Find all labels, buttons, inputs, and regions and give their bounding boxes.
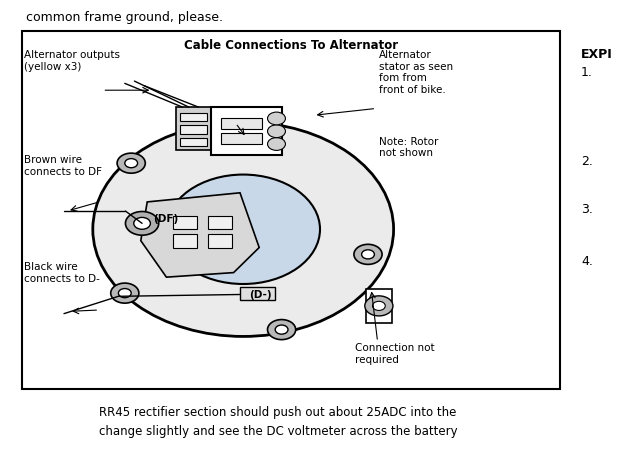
Text: EXPI: EXPI [581,48,613,61]
Text: Black wire
connects to D-: Black wire connects to D- [24,262,100,283]
Text: Note: Rotor
not shown: Note: Rotor not shown [379,136,438,158]
Bar [180,138,207,147]
Text: 4.: 4. [581,255,593,268]
Text: Alternator
stator as seen
fom from
front of bike.: Alternator stator as seen fom from front… [379,50,453,95]
Bar [221,133,262,144]
Circle shape [125,212,159,236]
Circle shape [268,113,285,126]
Circle shape [365,296,393,316]
Text: change slightly and see the DC voltmeter across the battery: change slightly and see the DC voltmeter… [99,424,458,437]
Bar [211,108,282,156]
Circle shape [268,320,296,340]
Text: (D-): (D-) [250,289,272,299]
Circle shape [362,250,374,259]
Text: RR45 rectifier section should push out about 25ADC into the: RR45 rectifier section should push out a… [99,405,456,418]
Text: Alternator outputs
(yellow x3): Alternator outputs (yellow x3) [24,50,120,71]
Bar [22,32,560,389]
Bar [366,289,392,323]
Text: (DF): (DF) [154,214,179,224]
Bar [176,108,211,151]
Circle shape [117,154,145,174]
Bar [208,216,232,230]
Bar [240,288,275,300]
Circle shape [268,126,285,138]
Circle shape [93,123,394,337]
Bar [221,118,262,129]
Circle shape [125,159,138,168]
Circle shape [134,218,150,230]
Circle shape [372,302,385,311]
Circle shape [354,245,382,265]
Text: Connection not
required: Connection not required [355,342,435,364]
Bar [180,114,207,122]
Text: Cable Connections To Alternator: Cable Connections To Alternator [184,39,398,52]
Text: common frame ground, please.: common frame ground, please. [26,11,223,25]
Circle shape [275,325,288,334]
Bar [173,234,197,248]
Text: Brown wire
connects to DF: Brown wire connects to DF [24,155,102,176]
Text: 3.: 3. [581,202,593,216]
Circle shape [118,289,131,298]
Bar [208,234,232,248]
Bar [173,216,197,230]
Text: 1.: 1. [581,66,593,79]
Bar [180,126,207,134]
Text: 2.: 2. [581,155,593,168]
Circle shape [268,138,285,151]
Circle shape [166,175,320,284]
Polygon shape [141,193,259,278]
Circle shape [111,283,139,303]
